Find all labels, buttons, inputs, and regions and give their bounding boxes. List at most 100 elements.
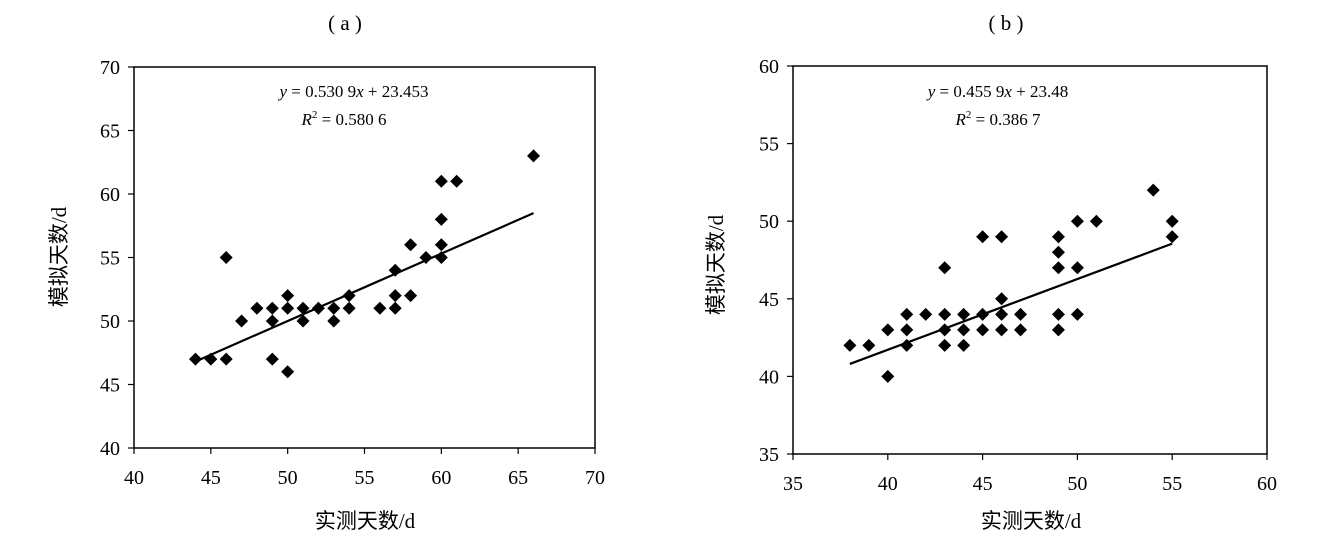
x-tick-label: 45 bbox=[201, 467, 221, 489]
x-tick-label: 55 bbox=[355, 467, 375, 489]
data-point bbox=[204, 352, 218, 366]
data-point bbox=[250, 301, 264, 315]
data-point bbox=[1051, 261, 1065, 275]
y-tick-label: 50 bbox=[100, 311, 120, 333]
data-point bbox=[296, 301, 310, 315]
equation-a-y: y bbox=[277, 82, 287, 101]
data-point bbox=[388, 301, 402, 315]
data-point bbox=[388, 263, 402, 277]
data-point bbox=[976, 230, 990, 244]
data-point bbox=[1070, 307, 1084, 321]
y-tick-label: 35 bbox=[759, 444, 779, 466]
data-point bbox=[235, 314, 249, 328]
data-point bbox=[1051, 323, 1065, 337]
data-point bbox=[938, 323, 952, 337]
data-point bbox=[311, 301, 325, 315]
y-tick-label: 65 bbox=[100, 121, 120, 143]
r-squared-a-var: R bbox=[301, 110, 313, 129]
data-point bbox=[265, 352, 279, 366]
data-point bbox=[342, 289, 356, 303]
x-tick-label: 70 bbox=[585, 467, 605, 489]
data-point bbox=[219, 352, 233, 366]
data-point bbox=[976, 323, 990, 337]
y-tick-label: 40 bbox=[759, 366, 779, 388]
data-point bbox=[188, 352, 202, 366]
data-point bbox=[900, 307, 914, 321]
data-point bbox=[296, 314, 310, 328]
trendline-b bbox=[849, 242, 1173, 365]
y-tick-label: 55 bbox=[100, 248, 120, 270]
data-point bbox=[281, 365, 295, 379]
data-point bbox=[957, 323, 971, 337]
panel-label-a: ( a ) bbox=[328, 11, 362, 35]
y-tick-label: 60 bbox=[759, 56, 779, 78]
x-tick-label: 60 bbox=[1257, 473, 1277, 495]
chart-panel-b: ( b ) 35 40 45 50 55 60 35 40 45 50 55 60 y = 0.455… bbox=[704, 11, 1277, 533]
equation-b: y = 0.455 9x + 23.48 bbox=[926, 82, 1069, 101]
y-tick-label: 60 bbox=[100, 184, 120, 206]
axis-ticks-b: 35 40 45 50 55 60 35 40 45 50 55 60 bbox=[759, 56, 1277, 495]
equation-a: y = 0.530 9x + 23.453 bbox=[277, 82, 428, 101]
equation-b-y: y bbox=[926, 82, 936, 101]
data-point bbox=[265, 314, 279, 328]
r-squared-a-sup: 2 bbox=[312, 109, 318, 121]
data-points-a bbox=[188, 149, 541, 379]
r-squared-a: R2 = 0.580 6 bbox=[301, 109, 387, 129]
equation-a-body: = 0.530 9 bbox=[287, 82, 356, 101]
data-point bbox=[1089, 214, 1103, 228]
axis-ticks-a: 40 45 50 55 60 65 70 40 45 50 55 60 65 70 bbox=[100, 57, 605, 489]
data-point bbox=[1014, 307, 1028, 321]
data-point bbox=[327, 314, 341, 328]
data-point bbox=[976, 307, 990, 321]
trendline bbox=[195, 212, 534, 363]
data-point bbox=[1051, 307, 1065, 321]
data-point bbox=[919, 307, 933, 321]
data-point bbox=[995, 292, 1009, 306]
x-tick-label: 35 bbox=[783, 473, 803, 495]
plot-area-b bbox=[792, 65, 1268, 455]
r-squared-b: R2 = 0.386 7 bbox=[955, 109, 1041, 129]
data-point bbox=[434, 174, 448, 188]
data-point bbox=[995, 307, 1009, 321]
data-point bbox=[1051, 245, 1065, 259]
data-point bbox=[434, 238, 448, 252]
x-axis-label-b: 实测天数/d bbox=[981, 509, 1082, 533]
trendline-a bbox=[195, 212, 534, 363]
data-point bbox=[388, 289, 402, 303]
equation-b-x: x bbox=[1003, 82, 1012, 101]
data-point bbox=[1165, 230, 1179, 244]
trendline bbox=[849, 242, 1173, 365]
data-point bbox=[404, 289, 418, 303]
data-point bbox=[995, 230, 1009, 244]
x-tick-label: 60 bbox=[431, 467, 451, 489]
data-point bbox=[281, 301, 295, 315]
data-point bbox=[957, 338, 971, 352]
data-point bbox=[957, 307, 971, 321]
data-point bbox=[900, 323, 914, 337]
equation-a-x: x bbox=[355, 82, 364, 101]
data-point bbox=[1070, 214, 1084, 228]
y-tick-label: 45 bbox=[759, 289, 779, 311]
x-tick-label: 65 bbox=[508, 467, 528, 489]
data-point bbox=[450, 174, 464, 188]
data-point bbox=[419, 251, 433, 264]
data-point bbox=[881, 369, 895, 383]
data-points-b bbox=[843, 183, 1179, 383]
x-axis-label-a: 实测天数/d bbox=[315, 509, 416, 533]
r-squared-a-value: = 0.580 6 bbox=[317, 110, 386, 129]
data-point bbox=[265, 301, 279, 315]
y-tick-label: 70 bbox=[100, 57, 120, 79]
data-point bbox=[527, 149, 541, 163]
x-tick-label: 45 bbox=[973, 473, 993, 495]
data-point bbox=[938, 307, 952, 321]
x-tick-label: 50 bbox=[278, 467, 298, 489]
y-axis-label-a: 模拟天数/d bbox=[47, 206, 71, 307]
data-point bbox=[995, 323, 1009, 337]
r-squared-b-value: = 0.386 7 bbox=[971, 110, 1041, 129]
y-tick-label: 40 bbox=[100, 438, 120, 460]
data-point bbox=[1165, 214, 1179, 228]
data-point bbox=[938, 338, 952, 352]
data-point bbox=[404, 238, 418, 252]
x-tick-label: 55 bbox=[1162, 473, 1182, 495]
